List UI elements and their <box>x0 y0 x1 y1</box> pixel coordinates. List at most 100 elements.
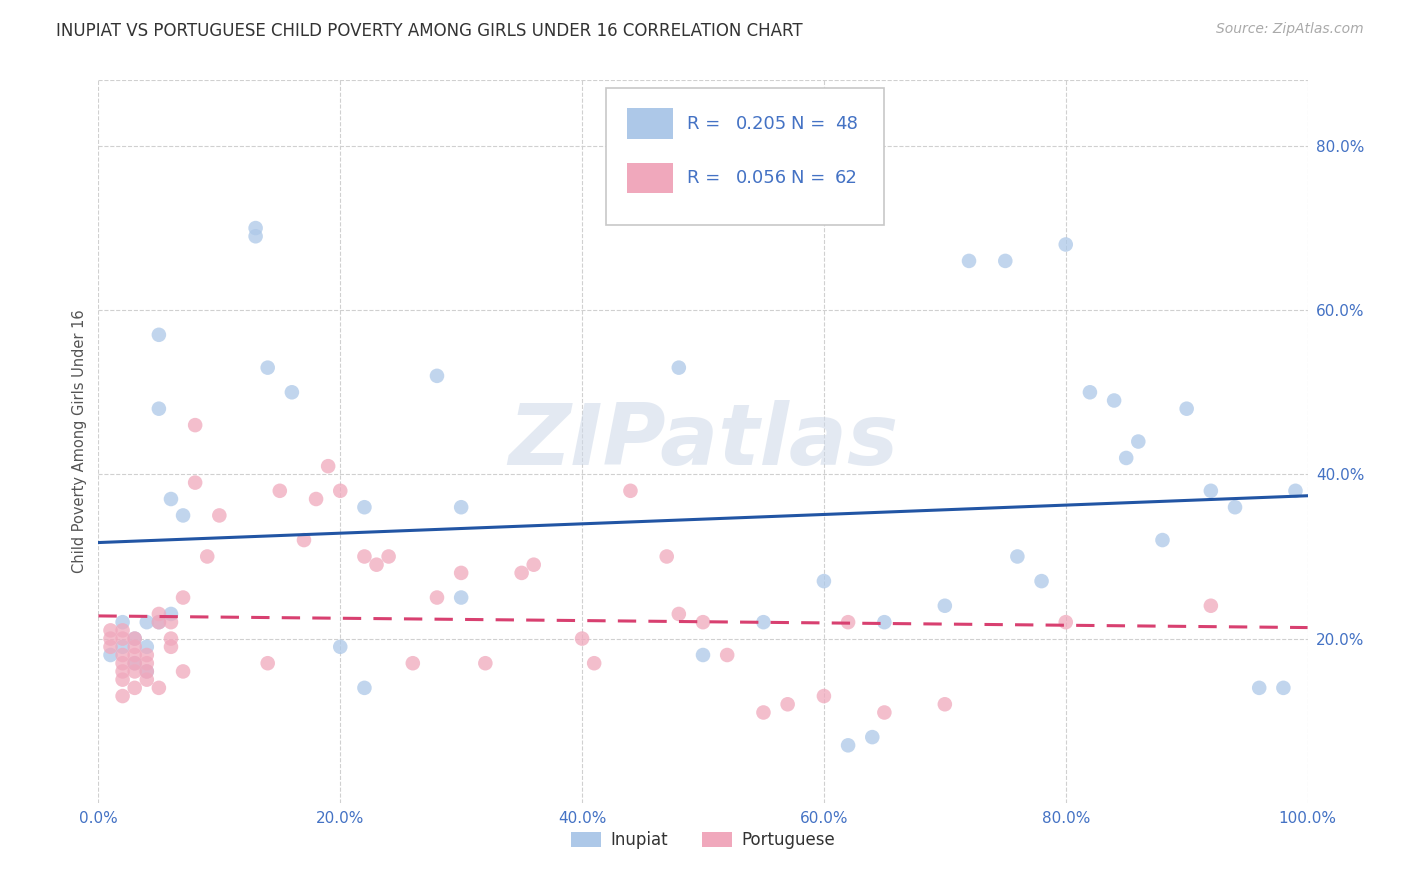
Point <box>135 640 157 654</box>
Point <box>256 657 278 671</box>
Point <box>716 648 738 662</box>
Y-axis label: Child Poverty Among Girls Under 16: Child Poverty Among Girls Under 16 <box>72 310 87 574</box>
Point <box>934 698 956 712</box>
Point <box>160 607 183 621</box>
Point <box>1223 500 1246 515</box>
Point <box>100 640 122 654</box>
Point <box>111 665 134 679</box>
Point <box>245 221 267 235</box>
Point <box>124 665 146 679</box>
Point <box>124 632 146 646</box>
Point <box>124 648 146 662</box>
Point <box>172 591 194 605</box>
Point <box>329 640 352 654</box>
Point <box>172 665 194 679</box>
Point <box>837 739 859 753</box>
Point <box>124 657 146 671</box>
Point <box>111 632 134 646</box>
Point <box>124 640 146 654</box>
Point <box>1007 549 1029 564</box>
Point <box>269 483 291 498</box>
Point <box>692 615 714 630</box>
Point <box>100 632 122 646</box>
Point <box>316 459 339 474</box>
Point <box>160 640 183 654</box>
Point <box>474 657 496 671</box>
Point <box>571 632 593 646</box>
Point <box>124 632 146 646</box>
Point <box>837 615 859 630</box>
Point <box>148 327 170 342</box>
Point <box>873 706 896 720</box>
Point <box>111 615 134 630</box>
Point <box>1054 237 1077 252</box>
Point <box>135 665 157 679</box>
Point <box>1102 393 1125 408</box>
Point <box>934 599 956 613</box>
Point <box>450 500 472 515</box>
Point <box>111 673 134 687</box>
Text: 48: 48 <box>835 115 858 133</box>
Point <box>160 615 183 630</box>
Bar <box>627 162 673 193</box>
Text: Source: ZipAtlas.com: Source: ZipAtlas.com <box>1216 22 1364 37</box>
Point <box>281 385 304 400</box>
Point <box>426 591 449 605</box>
Point <box>426 368 449 383</box>
Point <box>1054 615 1077 630</box>
Point <box>135 648 157 662</box>
Text: INUPIAT VS PORTUGUESE CHILD POVERTY AMONG GIRLS UNDER 16 CORRELATION CHART: INUPIAT VS PORTUGUESE CHILD POVERTY AMON… <box>56 22 803 40</box>
Point <box>353 681 375 695</box>
Point <box>184 418 207 433</box>
Point <box>111 657 134 671</box>
Point <box>366 558 388 572</box>
Point <box>668 360 690 375</box>
Point <box>111 640 134 654</box>
Text: 0.056: 0.056 <box>735 169 787 186</box>
Point <box>135 615 157 630</box>
Point <box>111 624 134 638</box>
Point <box>1031 574 1053 588</box>
Point <box>1115 450 1137 465</box>
Point <box>148 401 170 416</box>
Point <box>668 607 690 621</box>
Point <box>510 566 533 580</box>
Point <box>402 657 425 671</box>
Point <box>873 615 896 630</box>
FancyBboxPatch shape <box>606 87 884 225</box>
Point <box>523 558 546 572</box>
Point <box>172 508 194 523</box>
Point <box>148 615 170 630</box>
Point <box>655 549 678 564</box>
Point <box>195 549 218 564</box>
Point <box>957 253 980 268</box>
Text: R =: R = <box>688 169 727 186</box>
Point <box>1249 681 1271 695</box>
Point <box>353 549 375 564</box>
Text: R =: R = <box>688 115 727 133</box>
Bar <box>627 109 673 139</box>
Point <box>111 689 134 703</box>
Text: N =: N = <box>792 169 831 186</box>
Point <box>160 491 183 506</box>
Point <box>160 632 183 646</box>
Point <box>135 673 157 687</box>
Point <box>1272 681 1295 695</box>
Point <box>1199 483 1222 498</box>
Point <box>692 648 714 662</box>
Point <box>1175 401 1198 416</box>
Point <box>305 491 328 506</box>
Point <box>1152 533 1174 547</box>
Point <box>353 500 375 515</box>
Text: N =: N = <box>792 115 831 133</box>
Point <box>208 508 231 523</box>
Text: 62: 62 <box>835 169 858 186</box>
Point <box>100 648 122 662</box>
Point <box>329 483 352 498</box>
Point <box>776 698 799 712</box>
Point <box>752 615 775 630</box>
Point <box>1199 599 1222 613</box>
Point <box>100 624 122 638</box>
Point <box>1284 483 1306 498</box>
Point <box>450 591 472 605</box>
